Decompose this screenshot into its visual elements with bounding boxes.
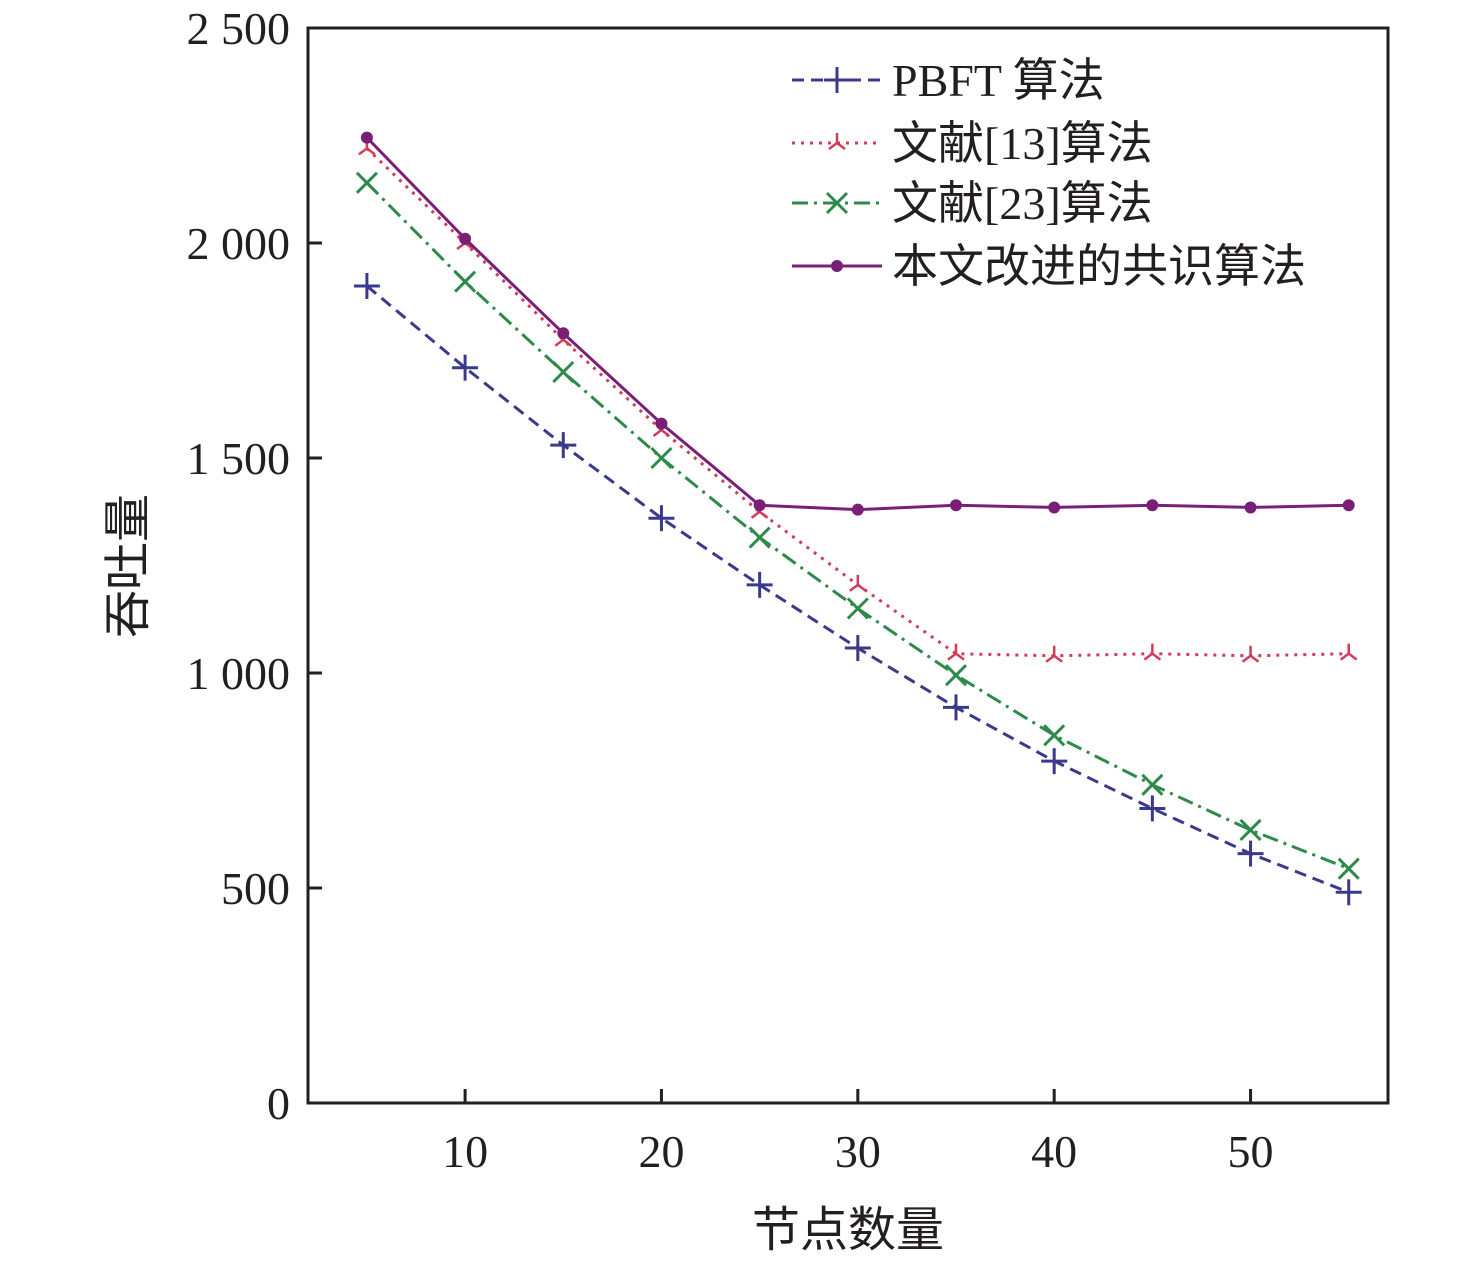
legend-label: PBFT 算法 xyxy=(892,55,1105,106)
data-point xyxy=(552,360,575,384)
data-point xyxy=(550,432,577,459)
series-3 xyxy=(360,131,1355,516)
legend-label: 本文改进的共识算法 xyxy=(892,241,1306,292)
series-line xyxy=(365,284,1350,894)
data-point xyxy=(950,499,962,512)
data-point xyxy=(557,327,570,340)
y-tick-label: 0 xyxy=(267,1078,290,1129)
legend-marker xyxy=(828,133,846,150)
y-tick-label: 500 xyxy=(221,863,290,914)
axis-layer: 0 500 1 000 1 500 2 000 2 500 10 20 30 40 50 xyxy=(187,3,1274,1177)
data-point xyxy=(1141,773,1164,796)
data-point xyxy=(846,597,869,620)
data-point xyxy=(753,499,766,512)
data-point xyxy=(452,354,479,381)
legend-item: PBFT 算法 xyxy=(792,55,1105,106)
data-point xyxy=(851,503,864,516)
data-point xyxy=(1241,645,1260,663)
data-point xyxy=(1043,724,1066,747)
data-point xyxy=(1239,818,1262,842)
data-point xyxy=(648,505,675,532)
data-point xyxy=(943,694,969,721)
legend-label: 文献[23]算法 xyxy=(892,178,1153,229)
data-point xyxy=(1146,499,1159,512)
data-point xyxy=(748,526,771,549)
series-2 xyxy=(355,171,1360,880)
data-point xyxy=(1244,501,1257,514)
x-tick-label: 40 xyxy=(1031,1126,1077,1177)
y-tick-label: 2 500 xyxy=(187,3,291,54)
data-point xyxy=(1048,501,1061,514)
legend-item: 文献[13]算法 xyxy=(792,118,1153,169)
legend-item: 本文改进的共识算法 xyxy=(792,241,1306,292)
data-point xyxy=(1339,643,1358,661)
x-tick-label: 20 xyxy=(638,1126,684,1177)
data-point xyxy=(1335,879,1362,906)
legend-marker xyxy=(825,191,849,215)
series-line xyxy=(365,136,1349,512)
y-tick-label: 2 000 xyxy=(187,218,291,269)
data-point xyxy=(1139,795,1166,822)
data-point xyxy=(1143,643,1162,661)
data-point xyxy=(1237,840,1264,867)
legend-label: 文献[13]算法 xyxy=(892,118,1153,169)
plot-frame xyxy=(306,26,1390,1105)
data-point xyxy=(1337,857,1360,880)
data-point xyxy=(1342,499,1355,512)
data-point xyxy=(355,171,378,194)
y-axis-title: 吞吐量 xyxy=(102,494,155,638)
legend-marker xyxy=(824,67,850,93)
y-tick-label: 1 500 xyxy=(187,433,291,484)
data-point xyxy=(655,417,668,430)
data-point xyxy=(849,574,867,592)
series-layer xyxy=(353,131,1362,906)
data-point xyxy=(353,273,380,299)
series-0 xyxy=(353,273,1362,906)
data-point xyxy=(1041,748,1068,775)
data-point xyxy=(360,131,373,144)
legend-item: 文献[23]算法 xyxy=(792,178,1153,229)
data-point xyxy=(944,664,968,687)
series-line xyxy=(365,181,1350,870)
x-tick-label: 30 xyxy=(835,1126,881,1177)
data-point xyxy=(1045,645,1063,663)
data-point xyxy=(947,643,965,661)
legend-marker xyxy=(831,260,843,272)
data-point xyxy=(746,571,773,598)
data-point xyxy=(459,232,472,245)
x-tick-label: 50 xyxy=(1228,1126,1274,1177)
data-point xyxy=(844,635,871,662)
y-tick-label: 1 000 xyxy=(187,648,291,699)
series-1 xyxy=(358,138,1358,663)
data-point xyxy=(650,446,673,470)
x-axis-title: 节点数量 xyxy=(752,1204,944,1257)
x-tick-label: 10 xyxy=(442,1126,488,1177)
data-point xyxy=(454,270,477,293)
